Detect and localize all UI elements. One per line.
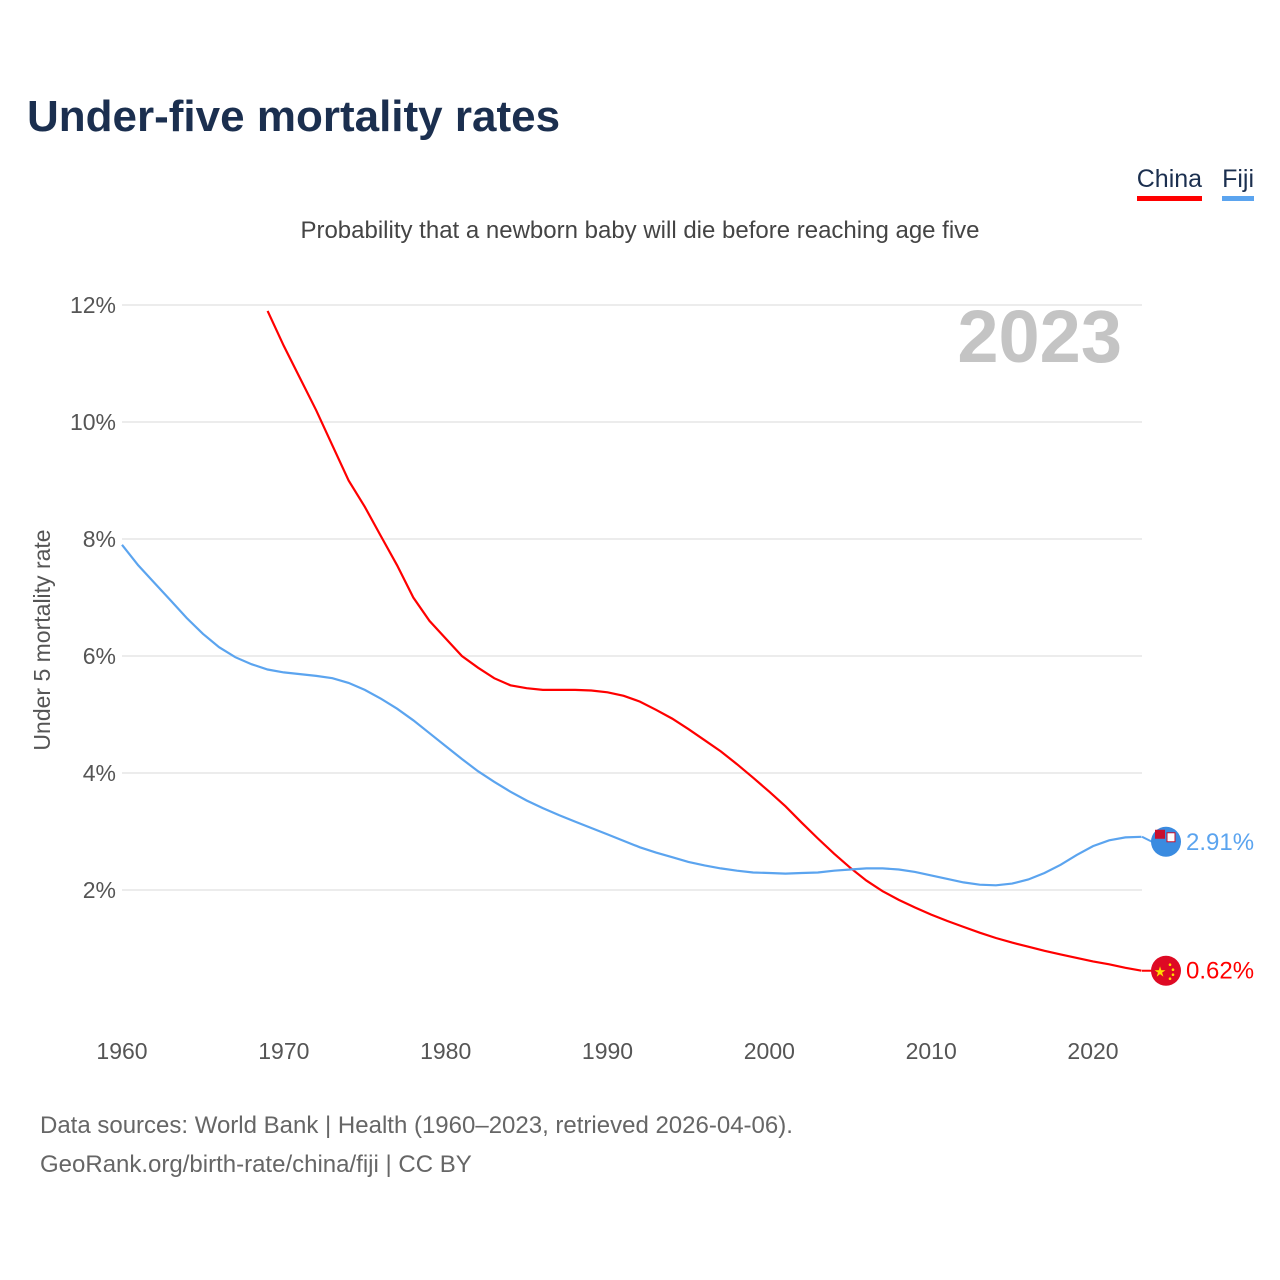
- y-axis-label: Under 5 mortality rate: [29, 529, 55, 750]
- legend-item-fiji[interactable]: Fiji: [1222, 165, 1254, 201]
- fiji-flag-icon: [1151, 826, 1181, 857]
- y-tick-label: 6%: [83, 643, 116, 669]
- x-tick-label: 2020: [1067, 1038, 1118, 1064]
- x-tick-label: 1990: [582, 1038, 633, 1064]
- flag-bg: [1151, 955, 1181, 986]
- connector: [1141, 835, 1153, 843]
- source-note: Data sources: World Bank | Health (1960–…: [40, 1106, 793, 1184]
- x-tick-label: 2000: [744, 1038, 795, 1064]
- legend: China Fiji: [1136, 165, 1254, 201]
- legend-item-china[interactable]: China: [1136, 165, 1203, 201]
- x-tick-label: 1980: [420, 1038, 471, 1064]
- y-tick-label: 4%: [83, 760, 116, 786]
- x-tick-label: 2010: [906, 1038, 957, 1064]
- source-line-2[interactable]: GeoRank.org/birth-rate/china/fiji | CC B…: [40, 1151, 472, 1178]
- x-tick-label: 1970: [258, 1038, 309, 1064]
- end-value-label: 0.62%: [1186, 958, 1254, 985]
- shield: [1166, 832, 1176, 843]
- small-star-icon: [1171, 973, 1175, 977]
- y-tick-label: 2%: [83, 877, 116, 903]
- star-icon: ★: [1154, 964, 1167, 980]
- small-star-icon: [1168, 963, 1172, 967]
- chart-title: Under-five mortality rates: [27, 92, 561, 141]
- china-flag-icon: ★: [1151, 955, 1181, 986]
- small-star-icon: [1171, 968, 1175, 972]
- y-tick-label: 10%: [70, 409, 116, 435]
- y-tick-label: 8%: [83, 526, 116, 552]
- small-star-icon: [1168, 977, 1172, 981]
- end-value-label: 2.91%: [1186, 829, 1254, 856]
- union-jack: [1155, 829, 1165, 839]
- year-label: 2023: [957, 295, 1122, 378]
- y-tick-label: 12%: [70, 292, 116, 318]
- series-line-china: [266, 310, 1142, 972]
- x-tick-label: 1960: [96, 1038, 147, 1064]
- chart-subtitle: Probability that a newborn baby will die…: [300, 217, 980, 244]
- source-line-1: Data sources: World Bank | Health (1960–…: [40, 1112, 793, 1139]
- series-line-fiji: [121, 544, 1142, 887]
